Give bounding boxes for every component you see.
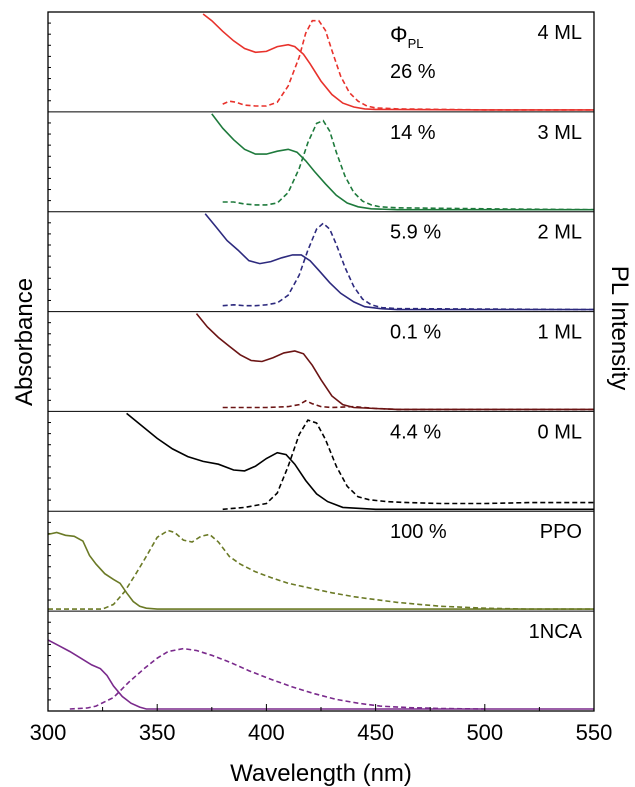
x-tick-label: 350 — [139, 720, 176, 745]
phi-subscript: PL — [408, 36, 424, 51]
pl-line-ppo — [48, 529, 594, 610]
panel-4-ml: 4 ML 26 % — [48, 13, 594, 111]
pl-line-4-ml — [222, 19, 594, 111]
pl-line-1nca — [69, 647, 485, 710]
x-tick-label: 500 — [466, 720, 503, 745]
panel-label-4-ml: 4 ML — [538, 22, 582, 44]
absorbance-line-1-ml — [195, 313, 594, 411]
absorbance-line-3-ml — [211, 113, 594, 211]
panel-1-ml: 1 ML 0.1 % — [48, 311, 594, 411]
quantum-yield-4-ml: 26 % — [390, 61, 436, 83]
quantum-yield-header: ΦPL — [390, 22, 423, 51]
quantum-yield-1-ml: 0.1 % — [390, 322, 441, 344]
x-axis-label: Wavelength (nm) — [230, 760, 412, 787]
panel-2-ml: 2 ML 5.9 % — [48, 211, 594, 311]
x-tick-label: 400 — [248, 720, 285, 745]
phi-symbol: Φ — [390, 22, 408, 47]
quantum-yield-0-ml: 4.4 % — [390, 421, 441, 443]
absorbance-line-0-ml — [126, 412, 594, 511]
pl-line-0-ml — [222, 419, 594, 511]
panel-ppo: PPO 100 % — [48, 510, 594, 610]
y-axis-label-left: Absorbance — [11, 278, 38, 406]
panel-label-1nca: 1NCA — [529, 621, 583, 643]
x-axis: 300 350 400 450 500 550 — [30, 11, 613, 745]
absorbance-line-2-ml — [204, 213, 594, 311]
panel-label-2-ml: 2 ML — [538, 222, 582, 244]
x-tick-label: 550 — [576, 720, 613, 745]
pl-line-2-ml — [222, 222, 594, 311]
panel-label-ppo: PPO — [540, 521, 582, 543]
panel-3-ml: 3 ML 14 % — [48, 111, 594, 211]
y-axis-label-right: PL Intensity — [606, 266, 633, 391]
panel-label-1-ml: 1 ML — [538, 322, 582, 344]
panel-label-0-ml: 0 ML — [538, 421, 582, 443]
panel-label-3-ml: 3 ML — [538, 122, 582, 144]
pl-line-1-ml — [222, 399, 594, 411]
quantum-yield-3-ml: 14 % — [390, 122, 436, 144]
quantum-yield-2-ml: 5.9 % — [390, 222, 441, 244]
x-tick-label: 450 — [357, 720, 394, 745]
absorbance-line-ppo — [48, 531, 594, 610]
absorbance-line-1nca — [48, 639, 594, 710]
pl-line-3-ml — [222, 119, 594, 211]
quantum-yield-ppo: 100 % — [390, 521, 447, 543]
x-tick-label: 300 — [30, 720, 67, 745]
plot-frame — [47, 11, 595, 712]
panels-group: 4 ML 26 % 3 ML 14 % 2 ML 5.9 % 1 ML 0.1 % 0 ML 4.… — [48, 13, 594, 710]
panel-1nca: 1NCA — [48, 610, 594, 710]
panel-0-ml: 0 ML 4.4 % — [48, 410, 594, 511]
absorbance-line-4-ml — [202, 13, 594, 111]
